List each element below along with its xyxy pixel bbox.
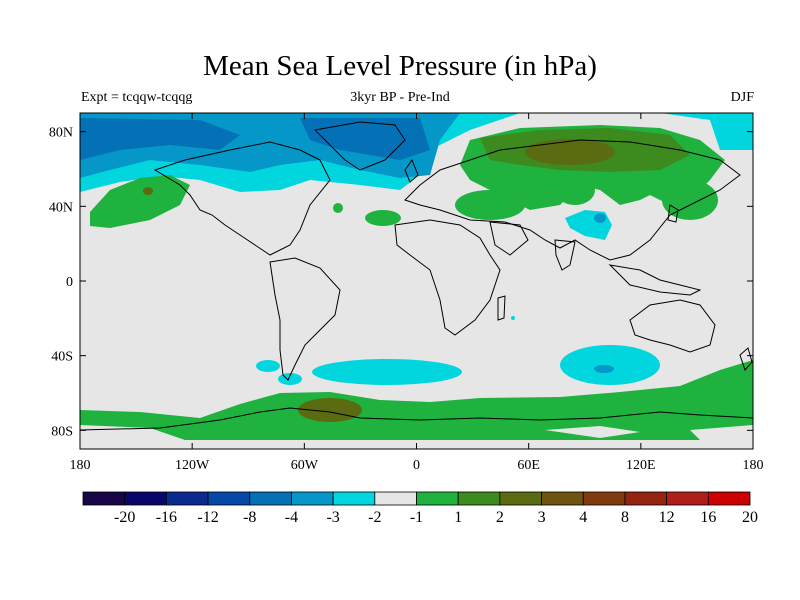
greenland-coastline [313, 121, 406, 171]
colorbar-label: 3 [538, 509, 546, 526]
colorbar-swatch [582, 491, 626, 506]
colorbar-swatch [291, 491, 334, 506]
colorbar-label: 4 [579, 509, 587, 526]
lon-tick-label: 120E [626, 458, 656, 473]
colorbar-swatch [82, 491, 126, 506]
colorbar-swatch [457, 491, 501, 506]
colorbar-label: 16 [700, 509, 716, 526]
uk-coastline [404, 158, 419, 183]
experiment-label: Expt = tcqqw-tcqqg [81, 90, 193, 105]
lon-tick-label: 120W [175, 458, 210, 473]
arabia-coastline [489, 221, 529, 256]
madagascar-coastline [497, 295, 506, 321]
antarctica-coastline [80, 407, 753, 431]
colorbar-swatch [707, 491, 751, 506]
south-pacific-negative [256, 360, 280, 372]
weddell-sea-positive-core [298, 398, 362, 422]
colorbar-label: -8 [243, 509, 256, 526]
lat-tick-label: 80S [51, 424, 73, 439]
colorbar-swatch [541, 491, 584, 506]
colorbar-label: 8 [621, 509, 629, 526]
mauritius-negative [511, 316, 515, 320]
colorbar-swatch [666, 491, 709, 506]
colorbar-label: -2 [368, 509, 381, 526]
north-america-coastline [153, 141, 331, 256]
season-label: DJF [730, 90, 754, 105]
antarctic-neutral-patch-east [545, 426, 640, 438]
lat-tick-label: 40N [49, 200, 73, 215]
australia-coastline [629, 299, 716, 353]
colorbar-label: 20 [742, 509, 758, 526]
colorbar-swatch [624, 491, 668, 506]
tibet-negative-core [594, 213, 606, 223]
lat-tick-label: 80N [49, 126, 73, 141]
colorbar: -20 -16 -12 -8 -4 -3 -2 -1 1 2 3 4 8 12 16 20 [82, 491, 758, 526]
colorbar-label: 2 [496, 509, 504, 526]
lon-tick-label: 180 [70, 458, 91, 473]
africa-coastline [394, 219, 501, 336]
longitude-axis: 180 120W 60W 0 60E 120E 180 [70, 113, 764, 473]
south-america-coastline [269, 257, 341, 381]
map-title: Mean Sea Level Pressure (in hPa) [203, 50, 597, 82]
colorbar-swatch [499, 491, 542, 506]
north-pacific-west-positive [662, 180, 718, 220]
colorbar-swatch [165, 491, 209, 506]
antarctic-neutral-patch-far-east [690, 425, 753, 440]
colorbar-label: -4 [285, 509, 298, 526]
colorbar-label: -16 [156, 509, 177, 526]
new-zealand-coastline [739, 347, 753, 371]
north-pacific-positive-anomaly [90, 175, 190, 228]
east-arctic-negative [710, 118, 753, 150]
south-indian-negative-core [594, 365, 614, 373]
lon-tick-label: 60W [291, 458, 319, 473]
india-coastline [554, 239, 576, 271]
southeast-asia-islands-coastline [608, 264, 702, 296]
eurasian-positive-core [525, 139, 615, 165]
colorbar-swatch [249, 491, 292, 506]
azores-positive [333, 203, 343, 213]
south-atlantic-negative [312, 359, 462, 385]
colorbar-label: -12 [197, 509, 218, 526]
colorbar-swatch [374, 491, 417, 506]
japan-coastline [667, 204, 679, 223]
latitude-axis: 80N 40N 0 40S 80S [49, 126, 753, 439]
lat-tick-label: 40S [51, 350, 73, 365]
map-plot-area [80, 113, 753, 449]
southern-positive-anomaly [80, 360, 753, 449]
arctic-negative-core [80, 118, 240, 160]
colorbar-swatch [207, 491, 251, 506]
south-indian-negative [560, 345, 660, 385]
lon-tick-label: 180 [743, 458, 764, 473]
north-pacific-positive-core [143, 187, 153, 195]
lat-tick-label: 0 [66, 275, 73, 290]
colorbar-swatch [332, 491, 376, 506]
mediterranean-positive [455, 190, 525, 220]
period-label: 3kyr BP - Pre-Ind [350, 90, 450, 105]
lon-tick-label: 60E [517, 458, 540, 473]
north-atlantic-positive [365, 210, 401, 226]
lon-tick-label: 0 [413, 458, 420, 473]
colorbar-label: -20 [114, 509, 135, 526]
colorbar-swatch [416, 491, 459, 506]
colorbar-swatch [124, 491, 167, 506]
colorbar-label: -1 [410, 509, 423, 526]
colorbar-label: -3 [326, 509, 339, 526]
colorbar-label: 1 [454, 509, 462, 526]
coastlines [80, 121, 753, 431]
colorbar-label: 12 [659, 509, 675, 526]
central-asia-positive [555, 175, 595, 205]
